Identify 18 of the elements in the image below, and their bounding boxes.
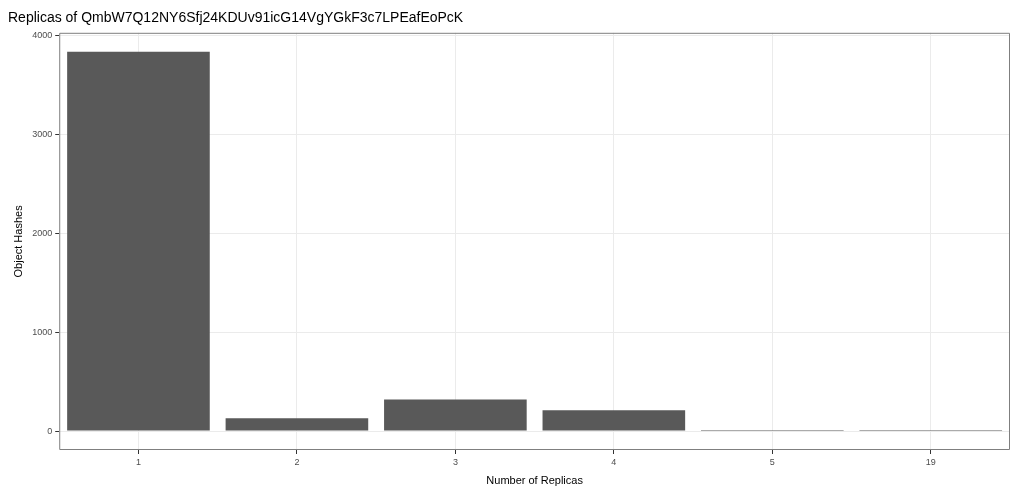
y-axis-title: Object Hashes <box>11 204 24 278</box>
y-tick-label: 1000 <box>32 326 53 337</box>
bar <box>225 418 369 431</box>
y-tick-label: 2000 <box>32 227 53 238</box>
bar <box>384 399 527 431</box>
bar <box>542 410 686 431</box>
y-tick-label: 0 <box>47 425 53 436</box>
x-tick-label: 1 <box>135 456 141 467</box>
x-axis-title: Number of Replicas <box>486 474 584 487</box>
x-tick-label: 5 <box>769 456 775 467</box>
x-tick-label: 2 <box>294 456 300 467</box>
bar <box>67 51 210 431</box>
x-tick-label: 4 <box>611 456 617 467</box>
x-tick-label: 19 <box>925 456 936 467</box>
y-tick-label: 3000 <box>32 129 53 140</box>
y-tick-label: 4000 <box>32 30 53 41</box>
chart-title: Replicas of QmbW7Q12NY6Sfj24KDUv91icG14VgYGkF3c7LPEafEoPcK <box>8 9 464 26</box>
x-tick-label: 3 <box>452 456 458 467</box>
